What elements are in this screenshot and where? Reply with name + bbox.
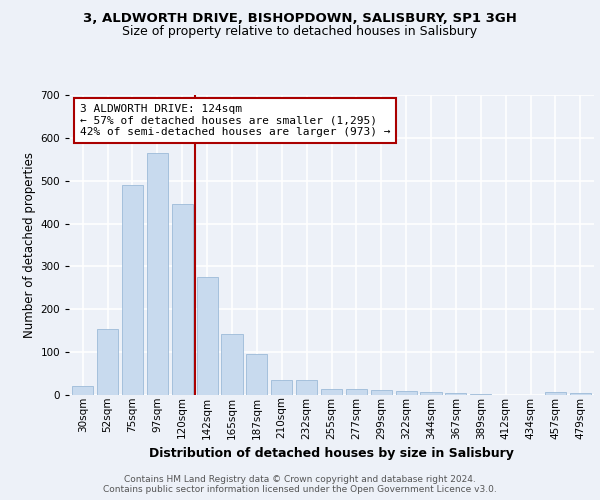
Bar [122, 185, 143, 395]
Bar [271, 380, 292, 395]
Text: Size of property relative to detached houses in Salisbury: Size of property relative to detached ho… [122, 25, 478, 38]
Bar [97, 330, 118, 395]
Bar [421, 392, 442, 395]
Text: 3, ALDWORTH DRIVE, BISHOPDOWN, SALISBURY, SP1 3GH: 3, ALDWORTH DRIVE, BISHOPDOWN, SALISBURY… [83, 12, 517, 26]
Text: 3 ALDWORTH DRIVE: 124sqm
← 57% of detached houses are smaller (1,295)
42% of sem: 3 ALDWORTH DRIVE: 124sqm ← 57% of detach… [79, 104, 390, 137]
Y-axis label: Number of detached properties: Number of detached properties [23, 152, 36, 338]
Bar [147, 153, 168, 395]
Bar [445, 394, 466, 395]
Bar [545, 392, 566, 395]
Bar [72, 386, 93, 395]
Bar [395, 391, 417, 395]
X-axis label: Distribution of detached houses by size in Salisbury: Distribution of detached houses by size … [149, 447, 514, 460]
Bar [296, 380, 317, 395]
Bar [371, 390, 392, 395]
Bar [570, 394, 591, 395]
Bar [197, 277, 218, 395]
Bar [172, 204, 193, 395]
Bar [221, 334, 242, 395]
Bar [321, 388, 342, 395]
Bar [470, 394, 491, 395]
Bar [346, 388, 367, 395]
Text: Contains HM Land Registry data © Crown copyright and database right 2024.
Contai: Contains HM Land Registry data © Crown c… [103, 474, 497, 494]
Bar [246, 354, 268, 395]
